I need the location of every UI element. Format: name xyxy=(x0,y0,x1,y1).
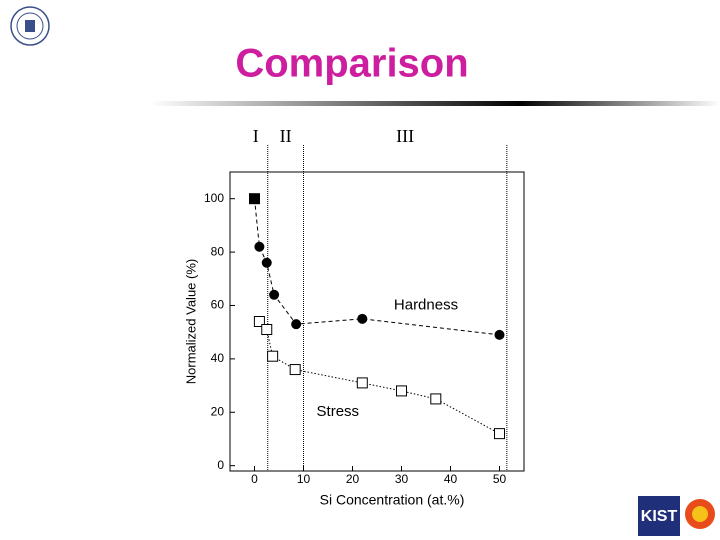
x-tick-label: 0 xyxy=(251,472,258,486)
marker xyxy=(291,319,302,330)
university-logo xyxy=(10,6,50,46)
marker xyxy=(254,241,265,252)
title-rule xyxy=(150,101,720,106)
marker xyxy=(261,257,272,268)
y-tick-label: 20 xyxy=(211,404,225,418)
marker xyxy=(267,350,279,362)
x-tick-label: 20 xyxy=(346,472,360,486)
marker xyxy=(357,313,368,324)
x-tick-label: 30 xyxy=(395,472,409,486)
slide-title: Comparison xyxy=(235,42,468,86)
marker xyxy=(494,329,505,340)
region-label: I xyxy=(253,126,259,146)
region-label: III xyxy=(396,126,414,146)
marker xyxy=(269,289,280,300)
x-axis-label: Si Concentration (at.%) xyxy=(320,492,465,508)
region-label: II xyxy=(280,126,292,146)
y-axis-label: Normalized Value (%) xyxy=(183,259,198,384)
y-tick-label: 40 xyxy=(211,351,225,365)
x-tick-label: 40 xyxy=(444,472,458,486)
series-label: Hardness xyxy=(394,296,458,313)
series-line xyxy=(259,321,500,435)
marker xyxy=(261,324,273,336)
y-tick-label: 60 xyxy=(211,298,225,312)
kist-logo: KIST xyxy=(638,496,715,536)
y-tick-label: 0 xyxy=(217,458,224,472)
marker xyxy=(253,316,265,327)
plot: 0 10 20 30 40 50 0 20 40 60 80 100 Si Concentration … xyxy=(183,126,525,508)
svg-text:KIST: KIST xyxy=(641,508,678,525)
marker xyxy=(249,193,260,205)
plot-frame xyxy=(229,171,525,472)
y-tick-label: 80 xyxy=(211,244,225,258)
series-label: Stress xyxy=(317,403,360,420)
marker xyxy=(356,377,368,389)
marker xyxy=(430,393,442,405)
series-line xyxy=(254,198,500,336)
y-tick-label: 100 xyxy=(204,191,224,205)
marker xyxy=(289,364,301,376)
x-tick-label: 50 xyxy=(493,472,507,486)
marker xyxy=(396,385,407,397)
x-tick-label: 10 xyxy=(297,472,311,486)
marker xyxy=(494,428,505,440)
